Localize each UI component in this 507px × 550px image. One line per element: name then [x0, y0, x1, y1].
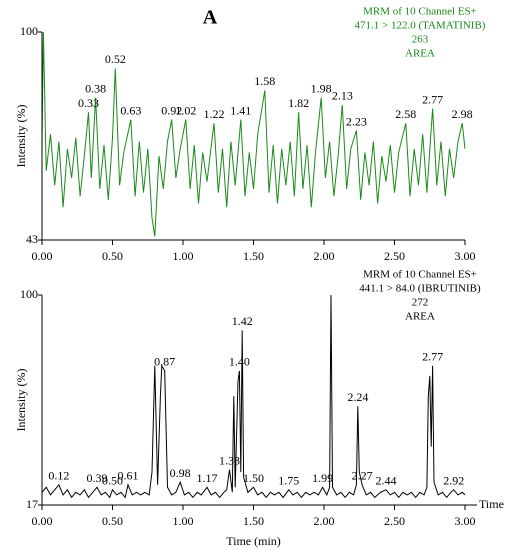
- peak-label: 1.58: [254, 74, 275, 88]
- annotation: 471.1 > 122.0 (TAMATINIB): [355, 20, 486, 32]
- peak-label: 1.17: [196, 471, 217, 485]
- x-axis-end-label: Time: [479, 497, 504, 511]
- x-tick-label: 2.50: [384, 514, 405, 528]
- peak-label: 1.98: [311, 81, 332, 95]
- y-tick-label: 100: [20, 287, 38, 301]
- x-tick-label: 1.00: [173, 514, 194, 528]
- x-tick-label: 2.00: [314, 514, 335, 528]
- peak-label: 1.99: [312, 471, 333, 485]
- peak-label: 1.82: [288, 96, 309, 110]
- peak-label: 2.77: [422, 92, 443, 106]
- peak-label: 2.98: [452, 107, 473, 121]
- peak-label: 0.33: [78, 96, 99, 110]
- chart-title: A: [203, 7, 218, 29]
- x-tick-label: 0.00: [32, 249, 53, 263]
- annotation: MRM of 10 Channel ES+: [363, 6, 477, 18]
- y-tick-label: 17: [26, 497, 38, 511]
- peak-label: 1.40: [229, 355, 250, 369]
- peak-label: 2.13: [332, 89, 353, 103]
- x-tick-label: 0.50: [102, 249, 123, 263]
- x-tick-label: 0.00: [32, 514, 53, 528]
- peak-label: 1.50: [243, 471, 264, 485]
- y-axis-label: Intensity (%): [14, 369, 28, 432]
- peak-label: 2.23: [346, 114, 367, 128]
- y-axis-label: Intensity (%): [14, 105, 28, 168]
- x-tick-label: 2.00: [314, 249, 335, 263]
- peak-label: 2.77: [422, 350, 443, 364]
- peak-label: 1.33: [219, 453, 240, 467]
- peak-label: 0.50: [102, 474, 123, 488]
- annotation: 441.1 > 84.0 (IBRUTINIB): [359, 283, 481, 295]
- y-tick-label: 100: [20, 24, 38, 38]
- peak-label: 0.92: [161, 103, 182, 117]
- peak-label: 0.63: [120, 103, 141, 117]
- peak-label: 0.87: [154, 355, 175, 369]
- peak-label: 0.12: [48, 469, 69, 483]
- peak-label: 2.27: [352, 469, 373, 483]
- peak-label: 1.75: [278, 474, 299, 488]
- peak-label: 0.98: [170, 466, 191, 480]
- peak-label: 1.22: [204, 107, 225, 121]
- annotation: 263: [412, 34, 429, 46]
- annotation: MRM of 10 Channel ES+: [363, 269, 477, 281]
- annotation: AREA: [405, 311, 435, 323]
- annotation: AREA: [405, 48, 435, 60]
- peak-label: 2.44: [376, 474, 397, 488]
- peak-label: 1.41: [230, 103, 251, 117]
- peak-label: 2.24: [347, 390, 368, 404]
- trace: [41, 31, 466, 237]
- peak-label: 1.02: [175, 103, 196, 117]
- peak-label: 1.42: [232, 314, 253, 328]
- annotation: 272: [412, 297, 429, 309]
- trace: [41, 294, 466, 499]
- peak-label: 0.39: [86, 471, 107, 485]
- x-tick-label: 3.00: [455, 249, 476, 263]
- peak-label: 2.58: [395, 107, 416, 121]
- peak-label: 0.38: [85, 81, 106, 95]
- x-tick-label: 3.00: [455, 514, 476, 528]
- y-tick-label: 43: [26, 232, 38, 246]
- x-tick-label: 1.50: [243, 514, 264, 528]
- peak-label: 0.61: [118, 469, 139, 483]
- x-tick-label: 0.50: [102, 514, 123, 528]
- peak-label: 2.92: [443, 474, 464, 488]
- peak-label: 0.52: [105, 52, 126, 66]
- x-tick-label: 2.50: [384, 249, 405, 263]
- x-axis-label: Time (min): [226, 534, 281, 548]
- x-tick-label: 1.00: [173, 249, 194, 263]
- x-tick-label: 1.50: [243, 249, 264, 263]
